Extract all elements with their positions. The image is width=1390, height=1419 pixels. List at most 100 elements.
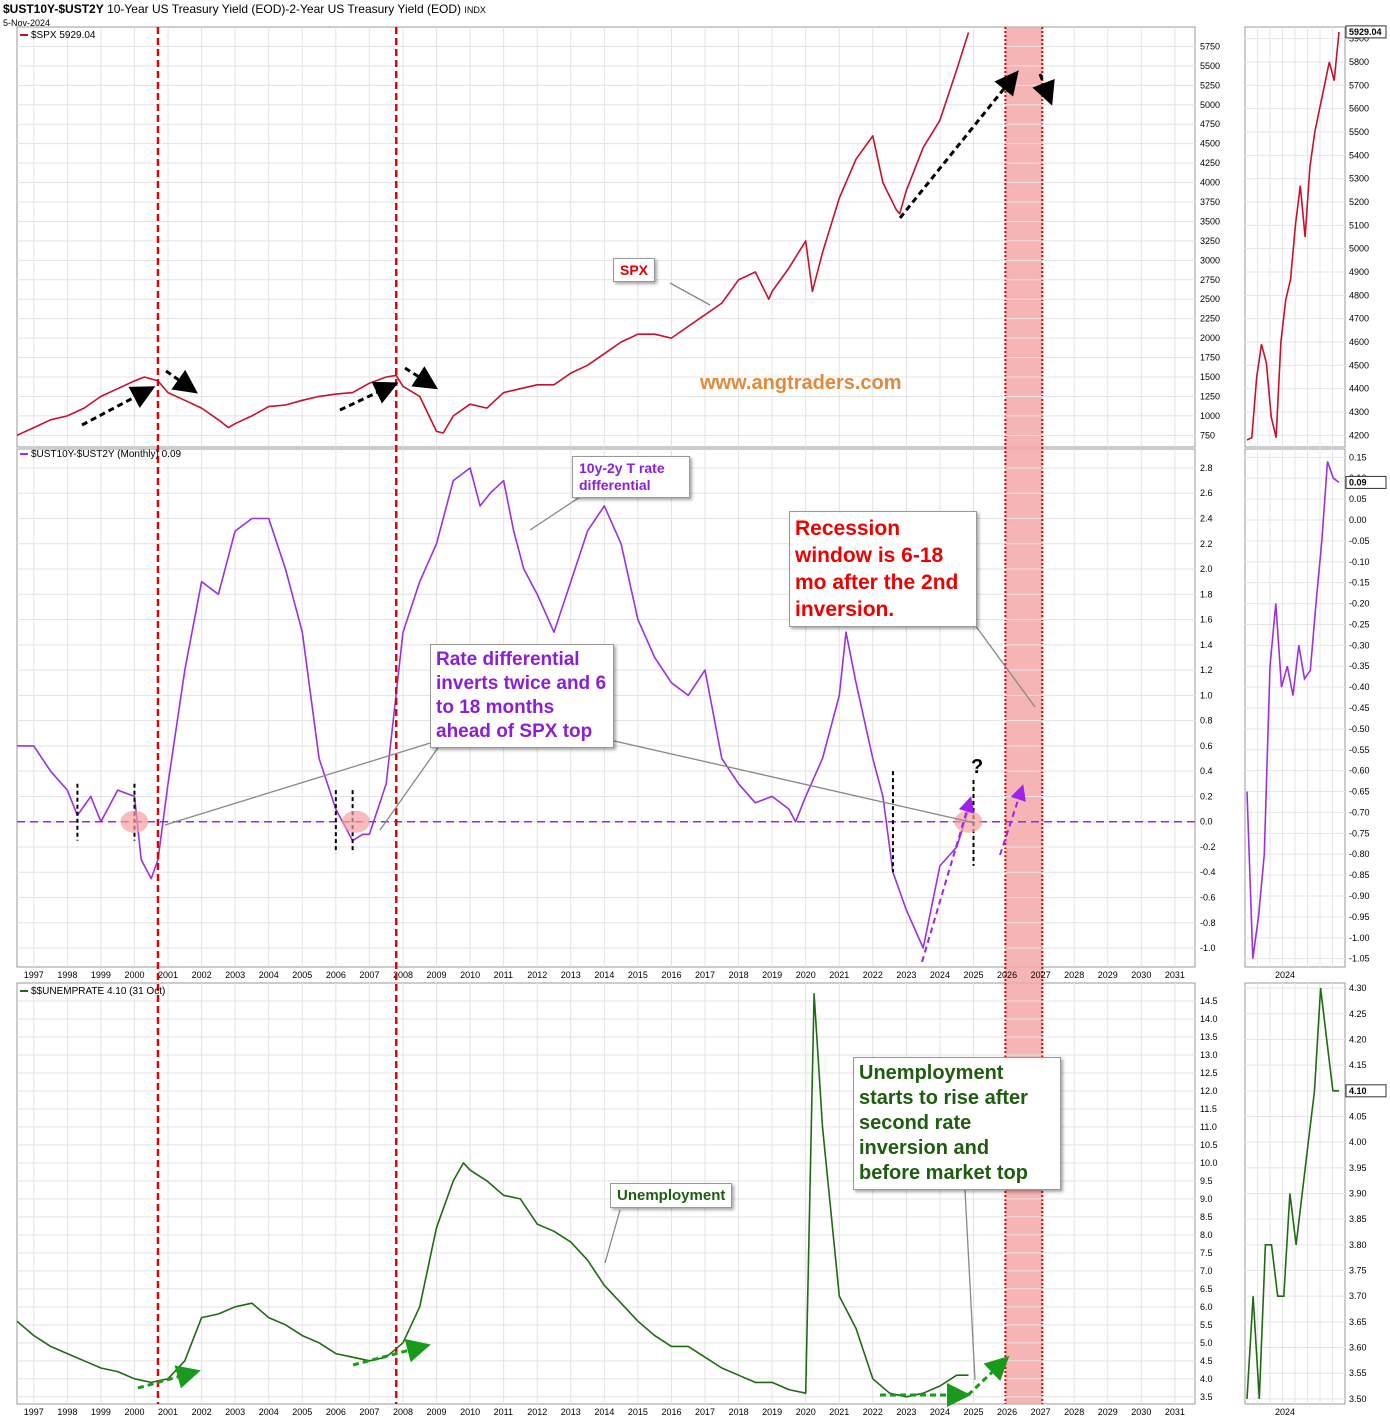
year-label: 2027 [1031,970,1051,980]
y-tick-label: 8.0 [1200,1230,1213,1240]
y-tick-label: 5750 [1200,41,1220,51]
trend-arrow [81,386,156,427]
inset-tick-label: -0.30 [1349,640,1370,650]
inset-tick-label: 4900 [1349,267,1369,277]
inset-tick-label: -0.95 [1349,912,1370,922]
year-label: 2004 [259,970,279,980]
year-label: 2014 [594,1407,614,1417]
trend-arrow [165,369,198,394]
year-label: 2016 [661,970,681,980]
y-tick-label: -0.4 [1200,867,1216,877]
y-tick-label: 6.0 [1200,1302,1213,1312]
y-tick-label: 5.0 [1200,1338,1213,1348]
y-tick-label: 2000 [1200,333,1220,343]
year-label: 2025 [963,1407,983,1417]
year-label: 2003 [225,1407,245,1417]
year-label: 2030 [1131,970,1151,980]
inset-tick-label: 4700 [1349,314,1369,324]
year-label: 2009 [427,970,447,980]
header-exchange: INDX [464,5,486,15]
year-label: 2008 [393,970,413,980]
y-tick-label: 3750 [1200,197,1220,207]
year-label: 1999 [91,1407,111,1417]
year-label: 2005 [292,1407,312,1417]
y-tick-label: 1250 [1200,391,1220,401]
year-label: 2028 [1064,1407,1084,1417]
last-value-text: 4.10 [1349,1086,1367,1096]
inset-tick-label: 5200 [1349,197,1369,207]
pointer-inverts [609,739,976,824]
y-tick-label: 0.2 [1200,791,1213,801]
pointer-rate-diff [529,496,581,531]
watermark: www.angtraders.com [700,372,902,394]
inset-tick-label: -0.55 [1349,745,1370,755]
y-tick-label: 9.0 [1200,1194,1213,1204]
year-label: 1999 [91,970,111,980]
year-label: 2014 [594,970,614,980]
inset-tick-label: 5400 [1349,150,1369,160]
inset-tick-label: -0.05 [1349,536,1370,546]
y-tick-label: 1.4 [1200,640,1213,650]
inset-tick-label: 4400 [1349,384,1369,394]
y-tick-label: 2.0 [1200,564,1213,574]
inset-tick-label: 0.00 [1349,515,1367,525]
y-tick-label: 4.5 [1200,1356,1213,1366]
crossing-marker [120,810,149,833]
inset-tick-label: 4600 [1349,337,1369,347]
y-tick-label: 2750 [1200,275,1220,285]
last-value-tag [1345,475,1387,489]
y-tick-label: 1.0 [1200,690,1213,700]
pointer-inverts [379,744,441,831]
inset-tick-label: 5700 [1349,80,1369,90]
inset-tick-label: 5600 [1349,104,1369,114]
series-line-2 [16,992,969,1398]
y-tick-label: 9.5 [1200,1176,1213,1186]
y-tick-label: 12.0 [1200,1086,1218,1096]
inset-tick-label: -0.40 [1349,682,1370,692]
inset-tick-label: -0.25 [1349,619,1370,629]
spread-arrow [921,796,975,963]
inset-tick-label: 3.90 [1349,1189,1367,1199]
year-label: 2013 [561,970,581,980]
annotation-question: ? [971,756,984,778]
y-tick-label: 2.2 [1200,539,1213,549]
inset-tick-label: -0.10 [1349,557,1370,567]
inset-tick-label: 3.80 [1349,1240,1367,1250]
y-tick-label: 10.5 [1200,1140,1218,1150]
year-label: 2022 [863,970,883,980]
header-symbol: $UST10Y-$UST2Y [3,2,104,16]
inset-tick-label: 3.95 [1349,1163,1367,1173]
inset-tick-label: -0.75 [1349,828,1370,838]
year-label: 2009 [427,1407,447,1417]
inset-tick-label: -0.85 [1349,870,1370,880]
year-label: 2023 [896,970,916,980]
inset-tick-label: 5900 [1349,34,1369,44]
year-label: 2017 [695,970,715,980]
year-label: 2025 [963,970,983,980]
y-tick-label: 0.4 [1200,766,1213,776]
inset-tick-label: 3.50 [1349,1394,1367,1404]
year-label: 2002 [192,1407,212,1417]
year-label: 2011 [494,970,513,980]
inset-tick-label: 4800 [1349,290,1369,300]
year-label: 2030 [1131,1407,1151,1417]
panel-frame-2 [16,982,1196,1405]
inset-tick-label: -0.60 [1349,766,1370,776]
year-label: 2001 [158,970,178,980]
year-label: 2011 [494,1407,513,1417]
year-label: 2007 [359,970,379,980]
legend-spread: $UST10Y-$UST2Y (Monthly) 0.09 [20,449,181,460]
y-tick-label: 14.0 [1200,1014,1218,1024]
inset-tick-label: 0.05 [1349,494,1367,504]
y-tick-label: 4750 [1200,119,1220,129]
y-tick-label: 2500 [1200,294,1220,304]
inset-tick-label: -0.20 [1349,599,1370,609]
year-label: 2027 [1031,1407,1051,1417]
inset-tick-label: 3.75 [1349,1266,1367,1276]
y-tick-label: 750 [1200,430,1215,440]
spread-arrow [999,784,1026,856]
year-label: 2003 [225,970,245,980]
inset-tick-label: -1.05 [1349,954,1370,964]
inset-tick-label: -1.00 [1349,933,1370,943]
y-tick-label: 3000 [1200,255,1220,265]
